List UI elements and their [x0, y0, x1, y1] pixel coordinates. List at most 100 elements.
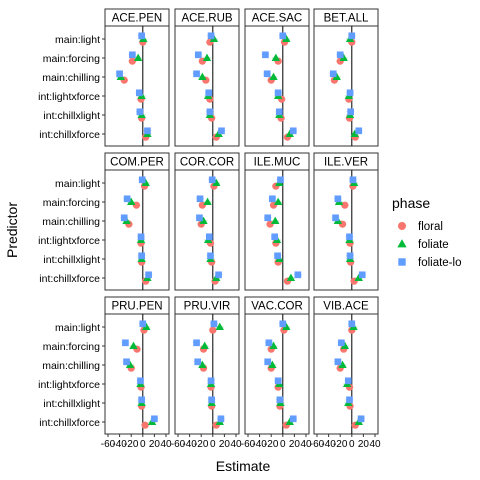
panel-plot-area: [244, 169, 310, 291]
legend-key-foliate-lo: [398, 258, 406, 266]
x-tick-label: -20: [124, 439, 139, 450]
point-foliate-lo-int-chillxforce: [289, 415, 297, 423]
panel-ile-ver: ILE.VER: [313, 152, 379, 291]
point-foliate-lo-main-chilling: [120, 214, 128, 222]
point-foliate-lo-main-chilling: [332, 214, 339, 222]
point-foliate-main-chilling: [271, 216, 280, 225]
point-foliate-lo-int-chillxforce: [217, 415, 225, 423]
point-foliate-lo-int-lightxforce: [346, 89, 354, 97]
panel-title: ILE.VER: [324, 157, 368, 169]
x-axis-layer: -60-40-20 0 20 40 -60-40-20 0 20 40 -60-40-20 0 20…: [101, 434, 381, 450]
point-foliate-lo-int-chillxforce: [144, 127, 151, 135]
panel-title: ACE.RUB: [181, 13, 232, 25]
panel-plot-area: [313, 25, 379, 147]
panel-plot-area: [313, 313, 379, 435]
point-foliate-lo-int-chillxforce: [289, 127, 297, 135]
x-tick-label: 0: [349, 439, 355, 450]
panel-title: PRU.VIR: [184, 301, 231, 313]
point-foliate-lo-int-chillxforce: [355, 127, 363, 135]
point-foliate-lo-main-chilling: [334, 358, 342, 366]
point-foliate-lo-main-forcing: [193, 339, 200, 347]
point-foliate-lo-main-chilling: [329, 70, 337, 78]
point-foliate-lo-int-chillxlight: [347, 108, 354, 116]
point-foliate-lo-main-forcing: [194, 51, 202, 59]
point-foliate-main-forcing: [129, 341, 138, 350]
x-tick-label: 0: [140, 439, 146, 450]
point-foliate-lo-main-forcing: [122, 339, 129, 347]
point-floral-main-forcing: [341, 201, 349, 209]
point-foliate-lo-main-light: [279, 32, 287, 40]
point-foliate-lo-int-lightxforce: [344, 377, 352, 385]
x-tick-label: -40: [321, 439, 336, 450]
panel-ace-sac: ACE.SAC: [244, 8, 310, 147]
x-tick-label: 40: [300, 439, 312, 450]
panel-plot-area: [244, 25, 310, 147]
y-tick-label: int:chillxlight: [43, 110, 100, 122]
point-foliate-lo-int-chillxforce: [358, 271, 366, 279]
point-foliate-main-chilling: [125, 360, 135, 369]
x-tick-label: -60: [171, 439, 186, 450]
point-foliate-int-chillxforce: [285, 417, 294, 426]
point-foliate-lo-int-chillxlight: [138, 252, 145, 260]
y-tick-label: main:light: [55, 322, 100, 334]
x-tick-label: 20: [289, 439, 301, 450]
point-floral-main-forcing: [132, 201, 141, 209]
point-foliate-main-light: [282, 34, 291, 43]
point-foliate-lo-main-forcing: [123, 195, 131, 203]
y-tick-label: int:chillxforce: [39, 417, 100, 429]
point-foliate-int-chillxforce: [354, 273, 363, 282]
point-foliate-main-forcing: [269, 341, 278, 350]
point-foliate-lo-main-chilling: [193, 70, 200, 78]
panel-plot-area: [104, 25, 170, 147]
x-tick-label: 20: [358, 439, 370, 450]
x-tick-label: -20: [194, 439, 209, 450]
point-foliate-lo-main-light: [348, 320, 356, 328]
x-tick-label: -60: [101, 439, 116, 450]
point-foliate-lo-main-forcing: [196, 195, 204, 203]
panel-plot-area: [174, 25, 240, 147]
point-foliate-lo-int-chillxlight: [274, 252, 281, 260]
point-foliate-lo-main-light: [207, 32, 215, 40]
point-foliate-main-forcing: [339, 53, 348, 62]
panel-title: COM.PER: [110, 157, 164, 169]
point-foliate-lo-main-forcing: [129, 51, 136, 59]
y-axis-layer: main:light main:forcing main:chilling int:l…: [38, 34, 105, 429]
panel-plot-area: [104, 313, 170, 435]
point-foliate-lo-int-chillxlight: [136, 108, 144, 116]
point-foliate-main-forcing: [203, 197, 212, 206]
point-foliate-main-chilling: [268, 360, 277, 369]
legend-key-floral: [398, 222, 406, 230]
point-foliate-lo-int-chillxlight: [346, 252, 354, 260]
y-tick-label: main:light: [55, 178, 100, 190]
point-foliate-lo-int-chillxforce: [218, 127, 225, 135]
point-foliate-lo-main-chilling: [194, 358, 202, 366]
point-foliate-main-chilling: [338, 360, 347, 369]
legend-label-floral: floral: [418, 221, 443, 233]
point-foliate-lo-main-chilling: [123, 358, 130, 366]
point-foliate-main-forcing: [340, 341, 350, 350]
panel-plot-area: [174, 169, 240, 291]
x-tick-label: -60: [241, 439, 256, 450]
y-axis-title: Predictor: [4, 202, 20, 258]
panel-title: BET.ALL: [324, 13, 369, 25]
point-foliate-lo-int-lightxforce: [271, 233, 279, 241]
point-foliate-lo-int-chillxforce: [357, 415, 365, 423]
point-foliate-lo-int-lightxforce: [274, 89, 282, 97]
panel-title: ACE.PEN: [112, 13, 163, 25]
point-foliate-lo-int-chillxforce: [145, 271, 152, 279]
point-foliate-lo-int-lightxforce: [274, 377, 282, 385]
point-foliate-lo-int-lightxforce: [207, 377, 215, 385]
y-tick-label: main:light: [55, 34, 100, 46]
panel-vac-cor: VAC.COR: [244, 296, 310, 435]
y-tick-label: main:chilling: [42, 72, 100, 84]
y-tick-label: int:lightxforce: [38, 235, 100, 247]
point-foliate-lo-main-chilling: [264, 358, 272, 366]
point-floral-main-forcing: [198, 201, 206, 209]
point-foliate-main-forcing: [273, 197, 283, 206]
point-foliate-lo-int-lightxforce: [205, 233, 213, 241]
x-tick-label: -40: [112, 439, 127, 450]
point-foliate-main-forcing: [200, 341, 209, 350]
legend-label-foliate: foliate: [418, 239, 449, 251]
point-foliate-main-light: [212, 178, 221, 187]
